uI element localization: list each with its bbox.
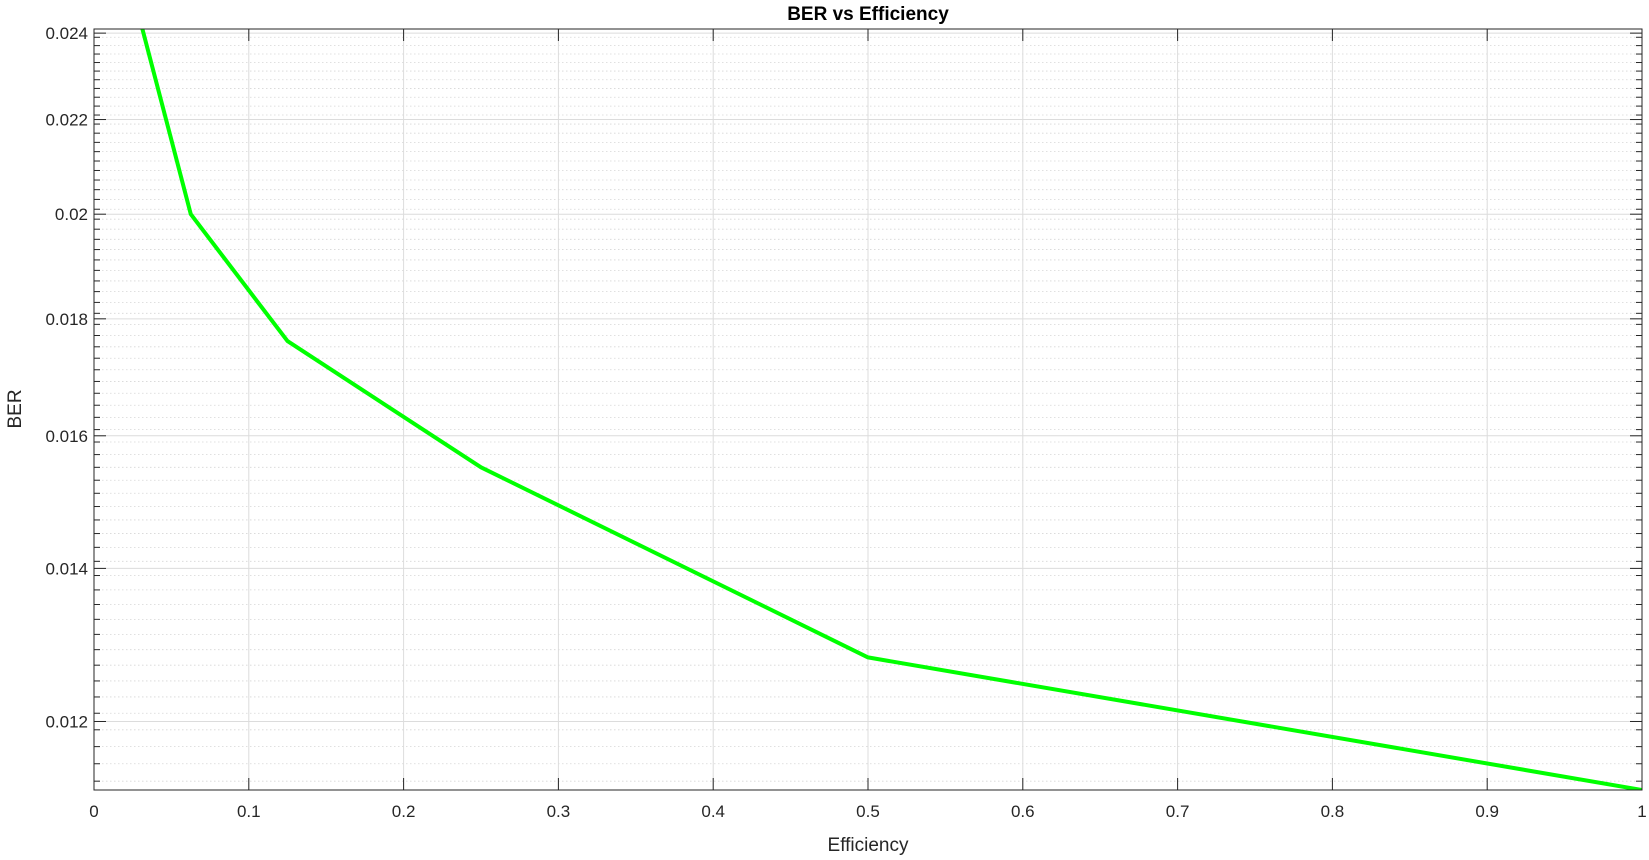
- axis-ticks: [93, 29, 1643, 790]
- x-tick-label: 0.3: [547, 802, 571, 821]
- x-tick-label: 0.4: [701, 802, 725, 821]
- x-tick-label: 0.6: [1011, 802, 1035, 821]
- y-axis-label: BER: [5, 389, 26, 428]
- series-line-1: [140, 29, 1642, 790]
- y-tick-label: 0.016: [45, 427, 88, 446]
- y-tick-label: 0.018: [45, 310, 88, 329]
- x-axis-label: Efficiency: [828, 835, 909, 856]
- y-tick-label: 0.024: [45, 24, 88, 43]
- x-tick-label: 0.8: [1321, 802, 1345, 821]
- y-tick-label: 0.022: [45, 111, 88, 130]
- x-tick-label: 0.9: [1475, 802, 1499, 821]
- x-tick-label: 0: [89, 802, 98, 821]
- chart-title: BER vs Efficiency: [787, 4, 949, 25]
- y-tick-label: 0.012: [45, 712, 88, 731]
- x-tick-label: 0.5: [856, 802, 880, 821]
- y-tick-label: 0.014: [45, 559, 88, 578]
- x-tick-label: 0.1: [237, 802, 261, 821]
- x-tick-label: 0.2: [392, 802, 416, 821]
- y-tick-label: 0.02: [55, 205, 88, 224]
- y-tick-labels: 0.012 0.014 0.016 0.018 0.02 0.022 0.024: [45, 24, 88, 731]
- x-tick-labels: 0 0.1 0.2 0.3 0.4 0.5 0.6 0.7 0.8 0.9 1: [89, 802, 1646, 821]
- series-layer: [140, 29, 1642, 790]
- x-tick-label: 1: [1637, 802, 1646, 821]
- x-tick-label: 0.7: [1166, 802, 1190, 821]
